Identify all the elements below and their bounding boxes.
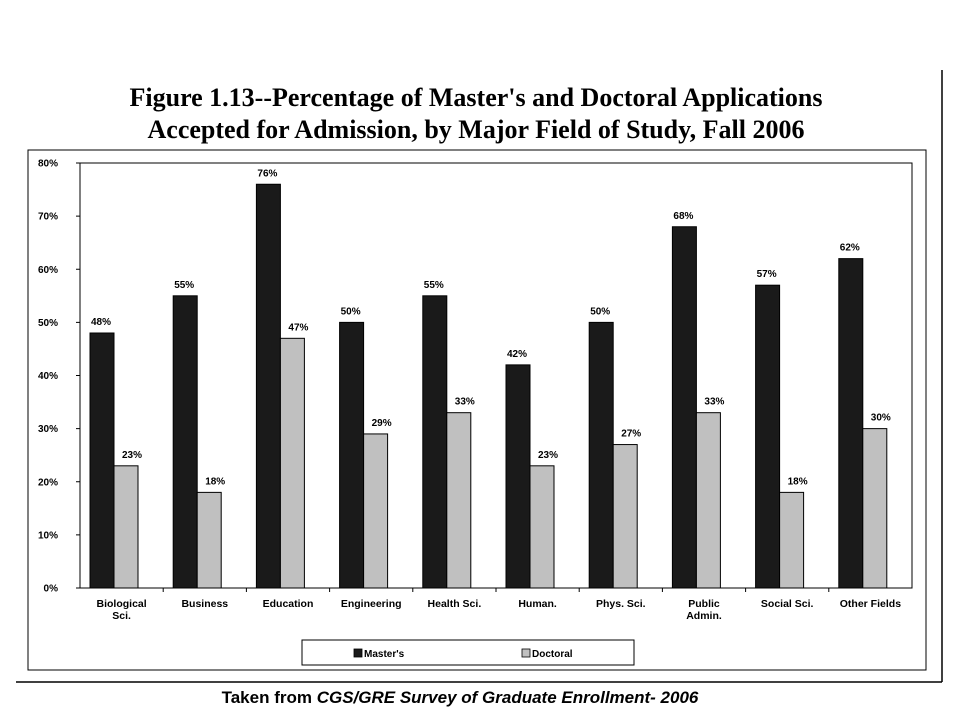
- data-label-doctoral: 29%: [372, 418, 392, 429]
- bars: 48% 23% 55% 18% 76% 47% 50% 29% 55% 33% 42% 23% 50% 2…: [89, 168, 891, 589]
- bar-masters: [588, 321, 614, 589]
- x-category-label: Education: [263, 598, 314, 610]
- x-category-label: Business: [181, 598, 228, 610]
- bar-doctoral: [862, 428, 888, 589]
- bar-masters: [505, 364, 531, 589]
- data-label-masters: 76%: [257, 168, 277, 179]
- bar-doctoral: [279, 337, 305, 589]
- bar-doctoral: [446, 412, 472, 589]
- y-tick-label: 60%: [38, 265, 58, 276]
- x-category-label: Other Fields: [840, 598, 901, 610]
- x-category-label: Human.: [518, 598, 557, 610]
- legend-label-masters: Master's: [364, 649, 405, 660]
- bar-masters: [255, 183, 281, 589]
- bar-doctoral: [612, 444, 638, 589]
- data-label-masters: 57%: [757, 269, 777, 280]
- bar-doctoral: [196, 491, 222, 589]
- bar-masters: [89, 332, 115, 589]
- x-category-label: Public: [688, 598, 720, 610]
- bar-doctoral: [779, 491, 805, 589]
- data-label-masters: 42%: [507, 349, 527, 360]
- bar-masters: [339, 321, 365, 589]
- data-label-doctoral: 30%: [871, 413, 891, 424]
- data-label-masters: 50%: [590, 306, 610, 317]
- data-label-masters: 62%: [840, 243, 860, 254]
- data-label-doctoral: 47%: [288, 322, 308, 333]
- data-label-masters: 48%: [91, 317, 111, 328]
- bar-masters: [671, 226, 697, 589]
- data-label-doctoral: 18%: [205, 476, 225, 487]
- y-tick-label: 0%: [44, 584, 59, 595]
- x-category-label: Biological: [97, 598, 147, 610]
- x-category-label: Phys. Sci.: [596, 598, 646, 610]
- legend-box: [301, 639, 635, 666]
- bar-doctoral: [529, 465, 555, 589]
- bar-doctoral: [363, 433, 389, 589]
- y-tick-label: 80%: [38, 159, 58, 170]
- legend: Master's Doctoral: [301, 639, 635, 666]
- bar-masters: [422, 295, 448, 589]
- chart-area: [27, 149, 927, 671]
- data-label-doctoral: 27%: [621, 429, 641, 440]
- y-tick-label: 40%: [38, 371, 58, 382]
- chart-title-line1: Figure 1.13--Percentage of Master's and …: [130, 83, 823, 112]
- source-caption: Taken from CGS/GRE Survey of Graduate En…: [0, 688, 920, 708]
- bar-masters: [172, 295, 198, 589]
- x-category-label: Social Sci.: [761, 598, 814, 610]
- data-label-masters: 55%: [174, 280, 194, 291]
- y-tick-label: 70%: [38, 212, 58, 223]
- data-label-doctoral: 23%: [538, 450, 558, 461]
- bar-masters: [838, 258, 864, 589]
- y-tick-label: 10%: [38, 530, 58, 541]
- data-label-doctoral: 23%: [122, 450, 142, 461]
- data-label-masters: 68%: [673, 211, 693, 222]
- bar-masters: [755, 284, 781, 589]
- legend-swatch-masters: [353, 648, 363, 658]
- data-label-masters: 55%: [424, 280, 444, 291]
- y-axis: 0% 10% 20% 30% 40% 50% 60% 70% 80%: [38, 159, 80, 595]
- x-category-label: Admin.: [686, 610, 722, 622]
- y-tick-label: 50%: [38, 318, 58, 329]
- bar-doctoral: [113, 465, 139, 589]
- data-label-doctoral: 18%: [788, 476, 808, 487]
- x-category-label: Sci.: [112, 610, 131, 622]
- chart-title-line2: Accepted for Admission, by Major Field o…: [148, 115, 805, 144]
- data-label-doctoral: 33%: [704, 397, 724, 408]
- caption-source: CGS/GRE Survey of Graduate Enrollment- 2…: [316, 688, 699, 707]
- data-label-doctoral: 33%: [455, 397, 475, 408]
- bar-doctoral: [695, 412, 721, 589]
- x-category-label: Engineering: [341, 598, 402, 610]
- caption-prefix: Taken from: [221, 688, 317, 707]
- y-tick-label: 30%: [38, 424, 58, 435]
- y-tick-label: 20%: [38, 477, 58, 488]
- data-label-masters: 50%: [341, 306, 361, 317]
- legend-label-doctoral: Doctoral: [532, 649, 573, 660]
- legend-swatch-doctoral: [521, 648, 531, 658]
- x-category-label: Health Sci.: [428, 598, 482, 610]
